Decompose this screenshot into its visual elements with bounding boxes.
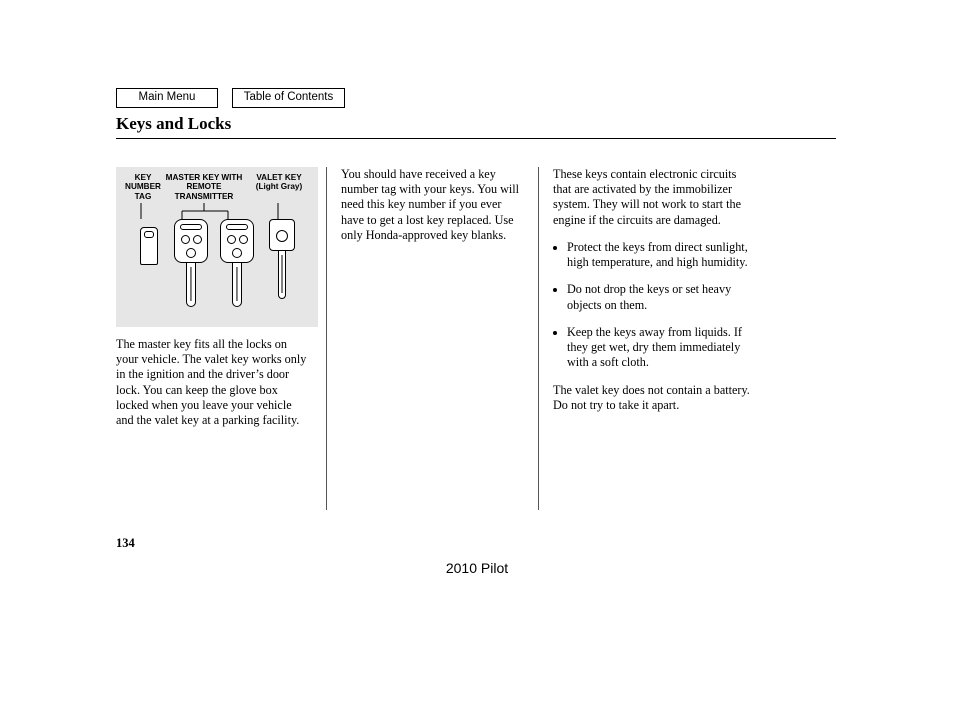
label-valet-key: VALET KEY (Light Gray) [248, 173, 310, 192]
label-master-key: MASTER KEY WITH REMOTE TRANSMITTER [164, 173, 244, 201]
nav-bar: Main Menu Table of Contents [116, 88, 836, 108]
column-2: You should have received a key number ta… [326, 167, 538, 510]
table-of-contents-button[interactable]: Table of Contents [232, 88, 345, 108]
label-valet-key-note: (Light Gray) [256, 182, 302, 191]
key-care-list: Protect the keys from direct sunlight, h… [553, 240, 756, 371]
page-number: 134 [116, 536, 135, 551]
keys-illustration [116, 219, 318, 307]
main-menu-button[interactable]: Main Menu [116, 88, 218, 108]
master-key-1-icon [174, 219, 208, 307]
list-item: Do not drop the keys or set heavy object… [567, 282, 756, 313]
col2-paragraph-1: You should have received a key number ta… [341, 167, 524, 243]
page-title: Keys and Locks [116, 114, 836, 134]
col3-paragraph-2: The valet key does not contain a battery… [553, 383, 756, 414]
label-valet-key-text: VALET KEY [256, 173, 301, 182]
footer-model: 2010 Pilot [0, 560, 954, 576]
master-key-2-icon [220, 219, 254, 307]
list-item: Keep the keys away from liquids. If they… [567, 325, 756, 371]
content-columns: KEY NUMBER TAG MASTER KEY WITH REMOTE TR… [116, 167, 836, 510]
col3-paragraph-1: These keys contain electronic circuits t… [553, 167, 756, 228]
title-rule [116, 138, 836, 139]
label-key-number-tag: KEY NUMBER TAG [122, 173, 164, 201]
col1-paragraph-1: The master key fits all the locks on you… [116, 337, 312, 429]
manual-page: Main Menu Table of Contents Keys and Loc… [116, 88, 836, 510]
column-3: These keys contain electronic circuits t… [538, 167, 756, 510]
key-number-tag-icon [140, 227, 158, 265]
list-item: Protect the keys from direct sunlight, h… [567, 240, 756, 271]
column-1: KEY NUMBER TAG MASTER KEY WITH REMOTE TR… [116, 167, 326, 510]
valet-key-icon [268, 219, 296, 299]
keys-diagram: KEY NUMBER TAG MASTER KEY WITH REMOTE TR… [116, 167, 318, 327]
